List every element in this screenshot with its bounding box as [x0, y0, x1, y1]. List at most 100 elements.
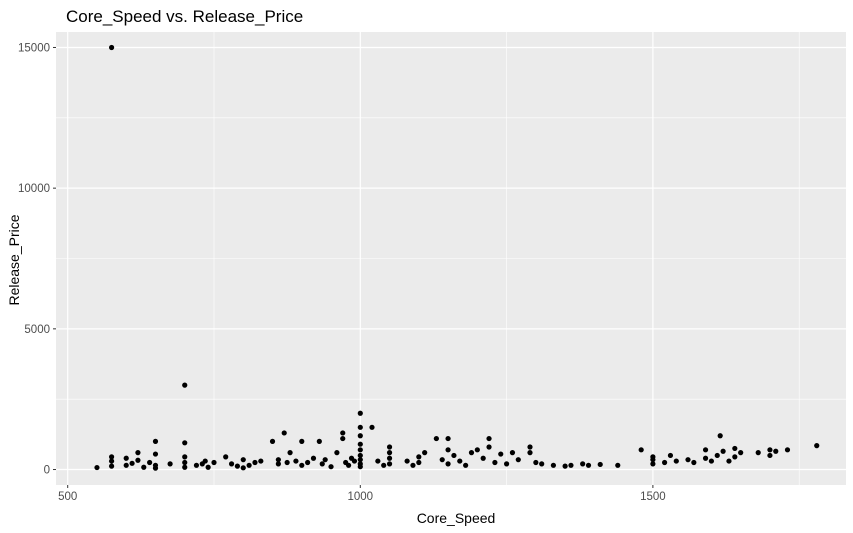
data-point: [94, 464, 100, 471]
x-tick-label: 1500: [640, 491, 666, 503]
data-point: [202, 458, 208, 464]
data-point: [369, 424, 375, 430]
data-point: [726, 458, 732, 464]
data-point: [451, 452, 457, 459]
data-point: [667, 452, 674, 459]
data-point: [615, 462, 621, 468]
data-point: [386, 450, 393, 456]
data-point: [527, 450, 533, 456]
data-point: [585, 462, 592, 468]
data-point: [310, 455, 317, 461]
y-axis: 0 5000 10000 15000: [18, 42, 56, 477]
data-point: [275, 457, 281, 463]
data-point: [568, 462, 574, 468]
data-point: [252, 459, 258, 466]
data-point: [814, 443, 820, 449]
data-point: [340, 430, 346, 436]
data-point: [152, 465, 159, 471]
data-point: [445, 447, 451, 453]
data-point: [108, 458, 115, 464]
data-point: [357, 457, 363, 463]
data-point: [223, 454, 229, 460]
data-point: [433, 435, 439, 442]
data-point: [580, 461, 586, 467]
data-point: [345, 462, 352, 468]
major-gridlines: [56, 32, 846, 485]
data-point: [784, 447, 791, 453]
data-point: [527, 444, 533, 450]
data-point: [357, 424, 363, 430]
data-point: [234, 463, 241, 469]
data-point: [357, 410, 363, 416]
data-point: [129, 460, 135, 466]
data-point: [717, 433, 723, 439]
data-point: [135, 457, 141, 463]
data-point: [463, 462, 469, 468]
data-point: [108, 454, 115, 460]
data-points: [94, 44, 820, 471]
data-point: [269, 438, 276, 444]
data-point: [305, 459, 311, 466]
y-axis-title: Release_Price: [6, 214, 22, 305]
data-point: [193, 462, 200, 468]
data-point: [357, 433, 363, 439]
data-point: [386, 444, 393, 450]
data-point: [702, 455, 709, 461]
data-point: [182, 454, 188, 460]
data-point: [410, 462, 416, 468]
x-axis: 500 1000 1500: [58, 485, 666, 503]
data-point: [182, 464, 188, 470]
data-point: [182, 440, 188, 446]
data-point: [767, 452, 773, 459]
x-axis-title: Core_Speed: [417, 510, 496, 526]
data-point: [503, 461, 510, 467]
data-point: [515, 457, 521, 463]
data-point: [357, 447, 363, 453]
data-point: [205, 464, 211, 470]
data-point: [135, 450, 141, 456]
data-point: [246, 462, 252, 468]
data-point: [182, 382, 188, 388]
data-point: [702, 447, 709, 453]
data-point: [738, 450, 744, 456]
data-point: [357, 452, 363, 459]
data-point: [293, 458, 299, 464]
data-point: [375, 458, 381, 464]
data-point: [445, 461, 451, 467]
data-point: [767, 447, 773, 453]
data-point: [240, 457, 246, 463]
data-point: [284, 459, 290, 466]
data-point: [486, 444, 492, 450]
x-tick-label: 500: [58, 491, 77, 503]
data-point: [533, 459, 539, 466]
data-point: [445, 435, 451, 442]
data-point: [486, 435, 492, 442]
data-point: [691, 459, 697, 466]
data-point: [123, 462, 129, 468]
data-point: [562, 463, 568, 469]
data-point: [108, 44, 115, 51]
minor-gridlines: [56, 32, 846, 485]
data-point: [281, 430, 287, 436]
data-point: [773, 448, 779, 454]
data-point: [673, 458, 679, 464]
data-point: [228, 461, 235, 467]
data-point: [732, 445, 738, 452]
data-point: [322, 457, 328, 463]
data-point: [299, 438, 305, 444]
data-point: [732, 454, 738, 460]
y-tick-label: 10000: [18, 183, 50, 195]
data-point: [685, 457, 691, 463]
y-tick-label: 15000: [18, 42, 50, 54]
data-point: [474, 447, 480, 453]
data-point: [108, 463, 115, 469]
data-point: [258, 458, 264, 464]
data-point: [316, 438, 322, 444]
data-point: [167, 461, 173, 467]
data-point: [714, 452, 720, 459]
y-tick-label: 0: [44, 465, 50, 477]
data-point: [386, 461, 393, 467]
data-point: [211, 459, 217, 466]
y-tick-label: 5000: [24, 324, 50, 336]
